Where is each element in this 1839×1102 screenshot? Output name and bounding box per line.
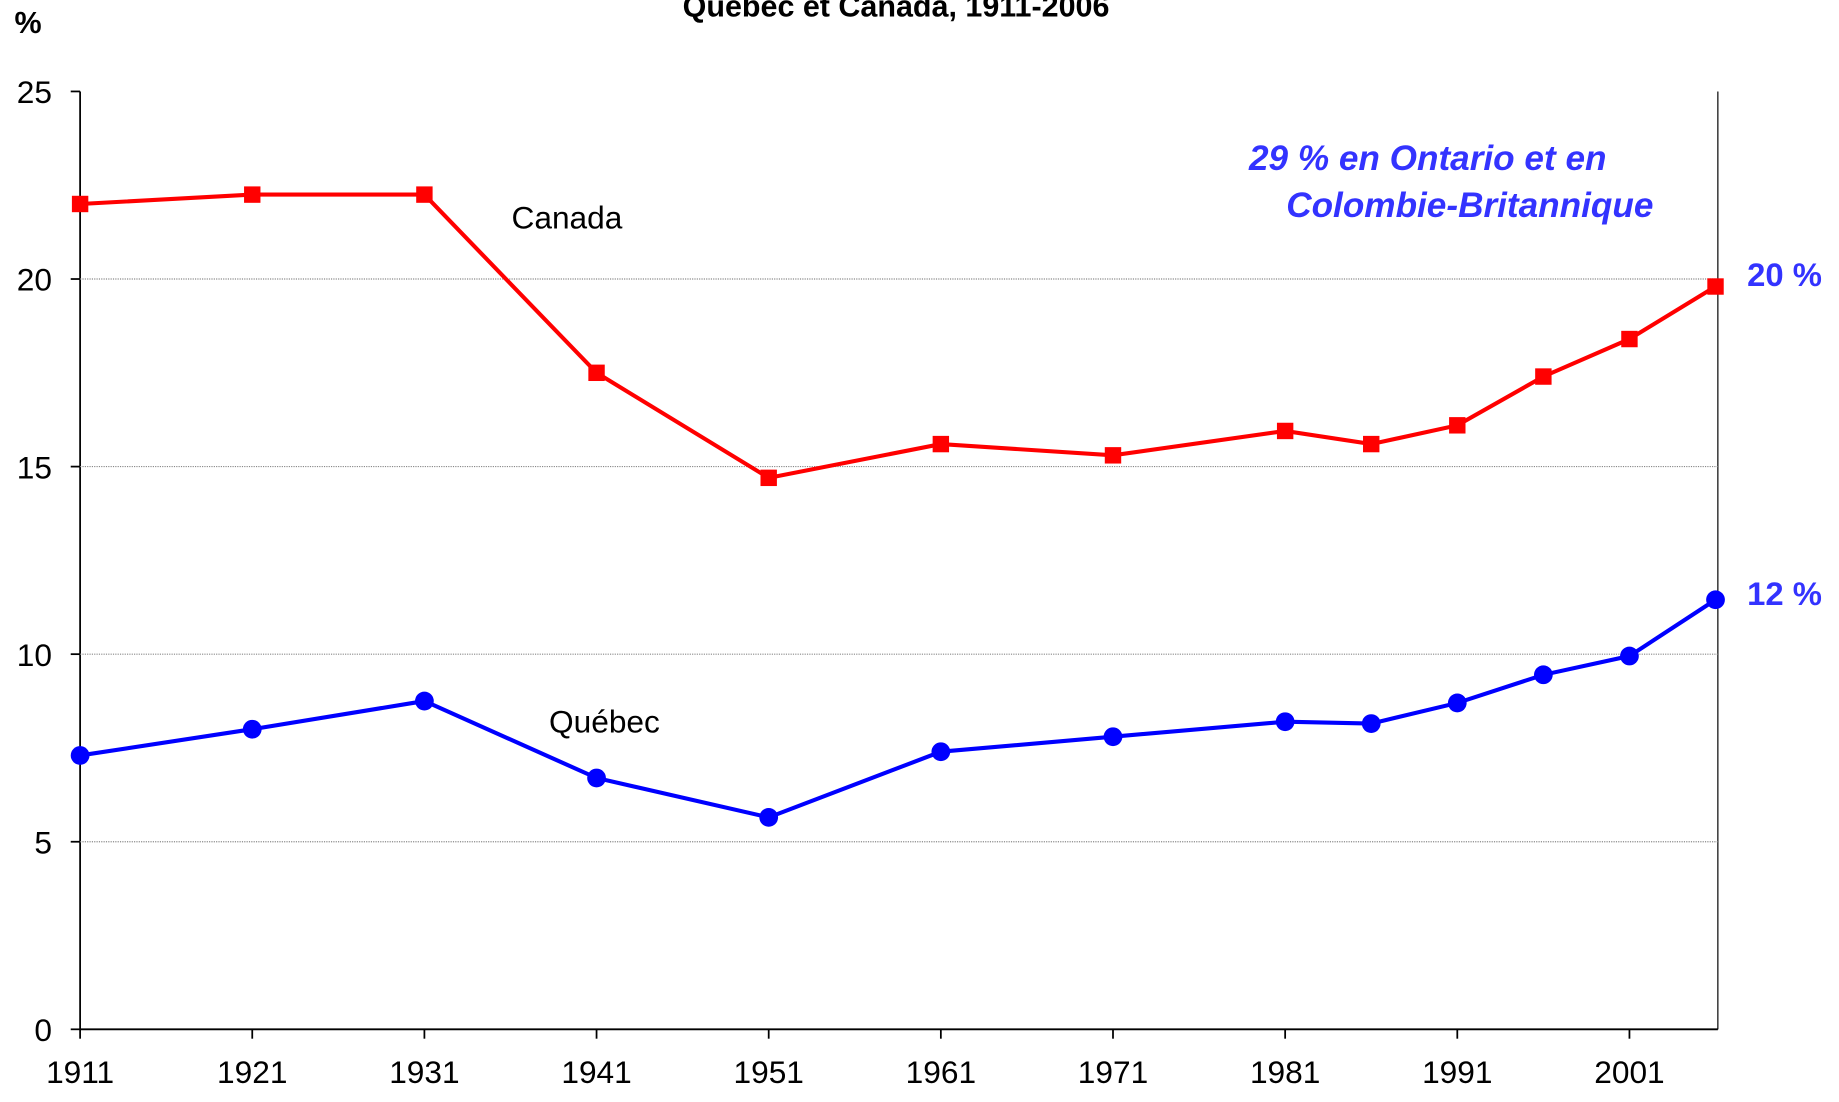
point <box>1620 646 1639 666</box>
x-tick-label: 1961 <box>906 1054 976 1090</box>
point <box>759 807 779 827</box>
point <box>931 742 951 762</box>
point <box>1621 330 1638 348</box>
series-line <box>79 192 1717 481</box>
point <box>1104 447 1122 464</box>
x-tick-label: 1921 <box>217 1054 287 1090</box>
point <box>1275 712 1295 732</box>
point <box>242 719 262 739</box>
x-tick-label: 2001 <box>1594 1054 1664 1090</box>
point <box>415 691 434 711</box>
point <box>1535 368 1552 385</box>
end-label: 12 % <box>1747 575 1822 612</box>
point <box>70 746 90 765</box>
point <box>1533 665 1553 685</box>
y-axis-label: % <box>14 6 41 40</box>
y-tick-label: 10 <box>17 637 52 673</box>
point <box>1361 714 1381 733</box>
point <box>760 469 777 487</box>
y-tick-label: 15 <box>17 449 52 485</box>
point <box>416 186 433 203</box>
end-label: 20 % <box>1747 256 1822 293</box>
y-tick-label: 5 <box>34 824 52 860</box>
x-tick-label: 1941 <box>561 1054 631 1090</box>
series-label: Canada <box>512 200 623 236</box>
point <box>1103 727 1123 747</box>
y-tick-label: 20 <box>17 262 52 298</box>
chart-title: Québec et Canada, 1911-2006 <box>683 0 1110 23</box>
point <box>1706 590 1725 610</box>
x-tick-label: 1911 <box>46 1054 114 1090</box>
point <box>932 435 950 453</box>
annotation: 29 % en Ontario et en <box>1248 139 1607 178</box>
x-tick-label: 1951 <box>734 1054 804 1090</box>
point <box>588 364 605 382</box>
point <box>244 186 261 203</box>
x-tick-label: 1931 <box>389 1054 459 1090</box>
x-tick-label: 1991 <box>1422 1054 1492 1090</box>
y-tick-label: 0 <box>34 1012 52 1048</box>
annotation: Colombie-Britannique <box>1286 186 1653 225</box>
x-tick-label: 1971 <box>1078 1054 1148 1090</box>
point <box>1447 693 1467 713</box>
series-line <box>79 598 1717 820</box>
x-tick-label: 1981 <box>1250 1054 1320 1090</box>
point <box>71 195 89 213</box>
y-tick-label: 25 <box>17 74 52 110</box>
series-label: Québec <box>549 704 660 740</box>
point <box>1363 435 1380 453</box>
point <box>587 768 606 788</box>
point <box>1276 422 1294 440</box>
point <box>1707 278 1724 295</box>
point <box>1449 417 1466 434</box>
